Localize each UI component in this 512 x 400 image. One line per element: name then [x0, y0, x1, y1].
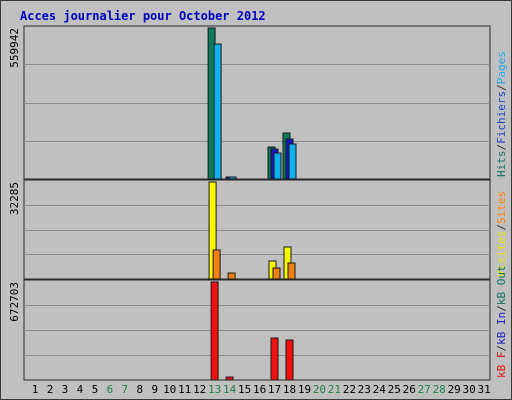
- legend-entry: /: [495, 305, 508, 312]
- x-tick-label-30: 30: [462, 383, 475, 396]
- x-tick-label-9: 9: [151, 383, 158, 396]
- legend-entry: kB Out: [495, 265, 508, 305]
- x-tick-label-7: 7: [121, 383, 128, 396]
- x-tick-label-25: 25: [388, 383, 401, 396]
- x-tick-label-27: 27: [418, 383, 431, 396]
- bar-pages-day-14: [228, 176, 237, 180]
- x-tick-label-28: 28: [433, 383, 446, 396]
- legend-entry: /: [495, 84, 508, 91]
- x-tick-label-13: 13: [208, 383, 221, 396]
- legend-entry: /: [495, 144, 508, 151]
- bar-sites-day-14: [227, 272, 236, 280]
- bar-pages-day-17: [273, 152, 282, 180]
- bar-pages-day-13: [213, 43, 222, 180]
- x-tick-label-2: 2: [47, 383, 54, 396]
- x-tick-label-15: 15: [238, 383, 251, 396]
- chart-title: Acces journalier pour October 2012: [20, 9, 266, 23]
- y-max-label: 672703: [8, 282, 21, 322]
- x-tick-label-26: 26: [403, 383, 416, 396]
- y-max-label: 559942: [8, 28, 21, 68]
- legend-traffic: Hits/Fichiers/Pages: [495, 51, 508, 177]
- x-tick-label-11: 11: [178, 383, 191, 396]
- panel-visits: 32285 Visites/Sites: [8, 179, 508, 280]
- panel-frame: [23, 179, 491, 280]
- x-tick-label-24: 24: [373, 383, 387, 396]
- bar-sites-day-13: [212, 249, 221, 280]
- legend-entry: /: [495, 224, 508, 231]
- legend-entry: Pages: [495, 51, 508, 84]
- x-tick-label-4: 4: [77, 383, 84, 396]
- legend-entry: Fichiers: [495, 91, 508, 144]
- x-tick-label-23: 23: [358, 383, 371, 396]
- x-tick-label-21: 21: [328, 383, 341, 396]
- bar-pages-day-18: [288, 143, 297, 180]
- panel-frame: [23, 25, 491, 180]
- legend-entry: Visites: [495, 231, 508, 277]
- legend-entry: kB F: [495, 352, 508, 379]
- x-tick-label-17: 17: [268, 383, 281, 396]
- legend-entry: Hits: [495, 151, 508, 178]
- x-axis-labels: 1 2 3 4 5 6 7 8 9 10 11 12 13 14 15 16 17 18 19 20 21 22 23 24 2…: [32, 383, 491, 396]
- x-tick-label-29: 29: [448, 383, 461, 396]
- x-tick-label-5: 5: [92, 383, 99, 396]
- x-tick-label-8: 8: [136, 383, 143, 396]
- x-tick-label-14: 14: [223, 383, 237, 396]
- bar-kb-f-day-18: [285, 339, 294, 381]
- legend-entry: kB In: [495, 312, 508, 345]
- legend-entry: Sites: [495, 191, 508, 224]
- legend-visits: Visites/Sites: [495, 191, 508, 277]
- x-tick-label-31: 31: [477, 383, 490, 396]
- x-tick-label-20: 20: [313, 383, 326, 396]
- x-tick-label-10: 10: [163, 383, 176, 396]
- x-tick-label-1: 1: [32, 383, 39, 396]
- x-tick-label-12: 12: [193, 383, 206, 396]
- x-tick-label-16: 16: [253, 383, 266, 396]
- bar-sites-day-17: [272, 267, 281, 280]
- x-tick-label-22: 22: [343, 383, 356, 396]
- legend-bandwidth: kB F/kB In/kB Out: [495, 265, 508, 378]
- x-tick-label-6: 6: [107, 383, 114, 396]
- legend-entry: /: [495, 345, 508, 352]
- chart-panels: 559942Hits/Fichiers/Pages32285Visites/Si…: [8, 25, 508, 381]
- bar-kb-f-day-14: [225, 376, 234, 381]
- bar-sites-day-18: [287, 262, 296, 280]
- x-tick-label-3: 3: [62, 383, 69, 396]
- x-tick-label-19: 19: [298, 383, 311, 396]
- x-tick-label-18: 18: [283, 383, 296, 396]
- y-max-label: 32285: [8, 182, 21, 215]
- bar-kb-f-day-13: [210, 281, 219, 381]
- bar-kb-f-day-17: [270, 337, 279, 381]
